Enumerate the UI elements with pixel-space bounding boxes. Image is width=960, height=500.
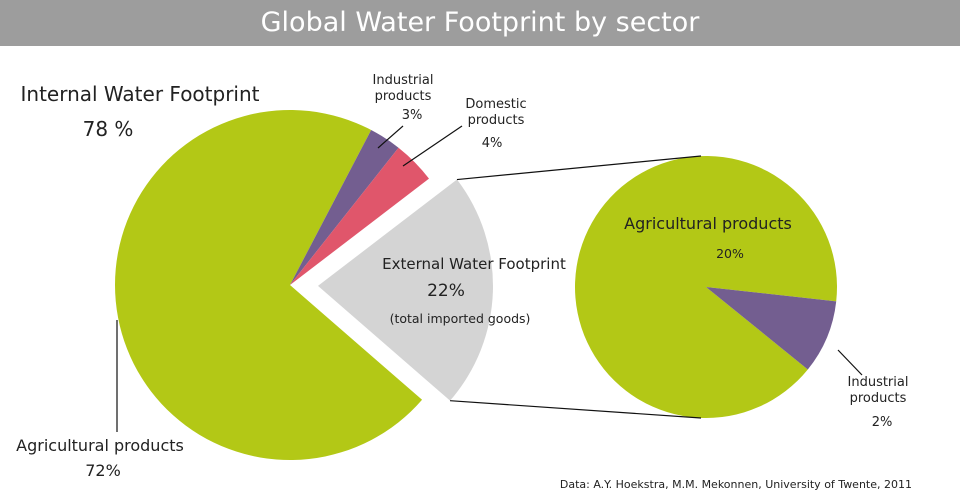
category-label: Industrial products [372,73,434,105]
leader-line [377,125,404,149]
category-label: Agricultural products [624,214,792,233]
value-label: 72% [85,461,121,480]
pie-slice [706,287,837,370]
pie-slice [115,110,423,461]
pie-slice [290,129,399,285]
category-label: External Water Footprint [382,255,566,273]
annotation: (total imported goods) [389,311,531,326]
category-label: Agricultural products [16,436,184,455]
group-value: 78 % [82,117,134,141]
category-label: Domestic products [465,97,527,129]
leader-line [456,155,702,181]
leader-line [837,349,863,376]
category-label: Industrial products [847,375,909,407]
group-label: Internal Water Footprint [20,82,260,106]
leader-line [402,125,463,167]
pie-slice [290,147,429,285]
pie-slice [317,179,493,401]
value-label: 3% [401,108,423,123]
value-label: 4% [481,136,503,151]
source: Data: A.Y. Hoekstra, M.M. Mekonnen, Univ… [559,478,912,491]
title: Global Water Footprint by sector [0,0,960,46]
value-label: 22% [427,281,465,301]
value-label: 2% [871,415,893,430]
value-label: 20% [716,246,744,261]
leader-line [450,400,702,419]
